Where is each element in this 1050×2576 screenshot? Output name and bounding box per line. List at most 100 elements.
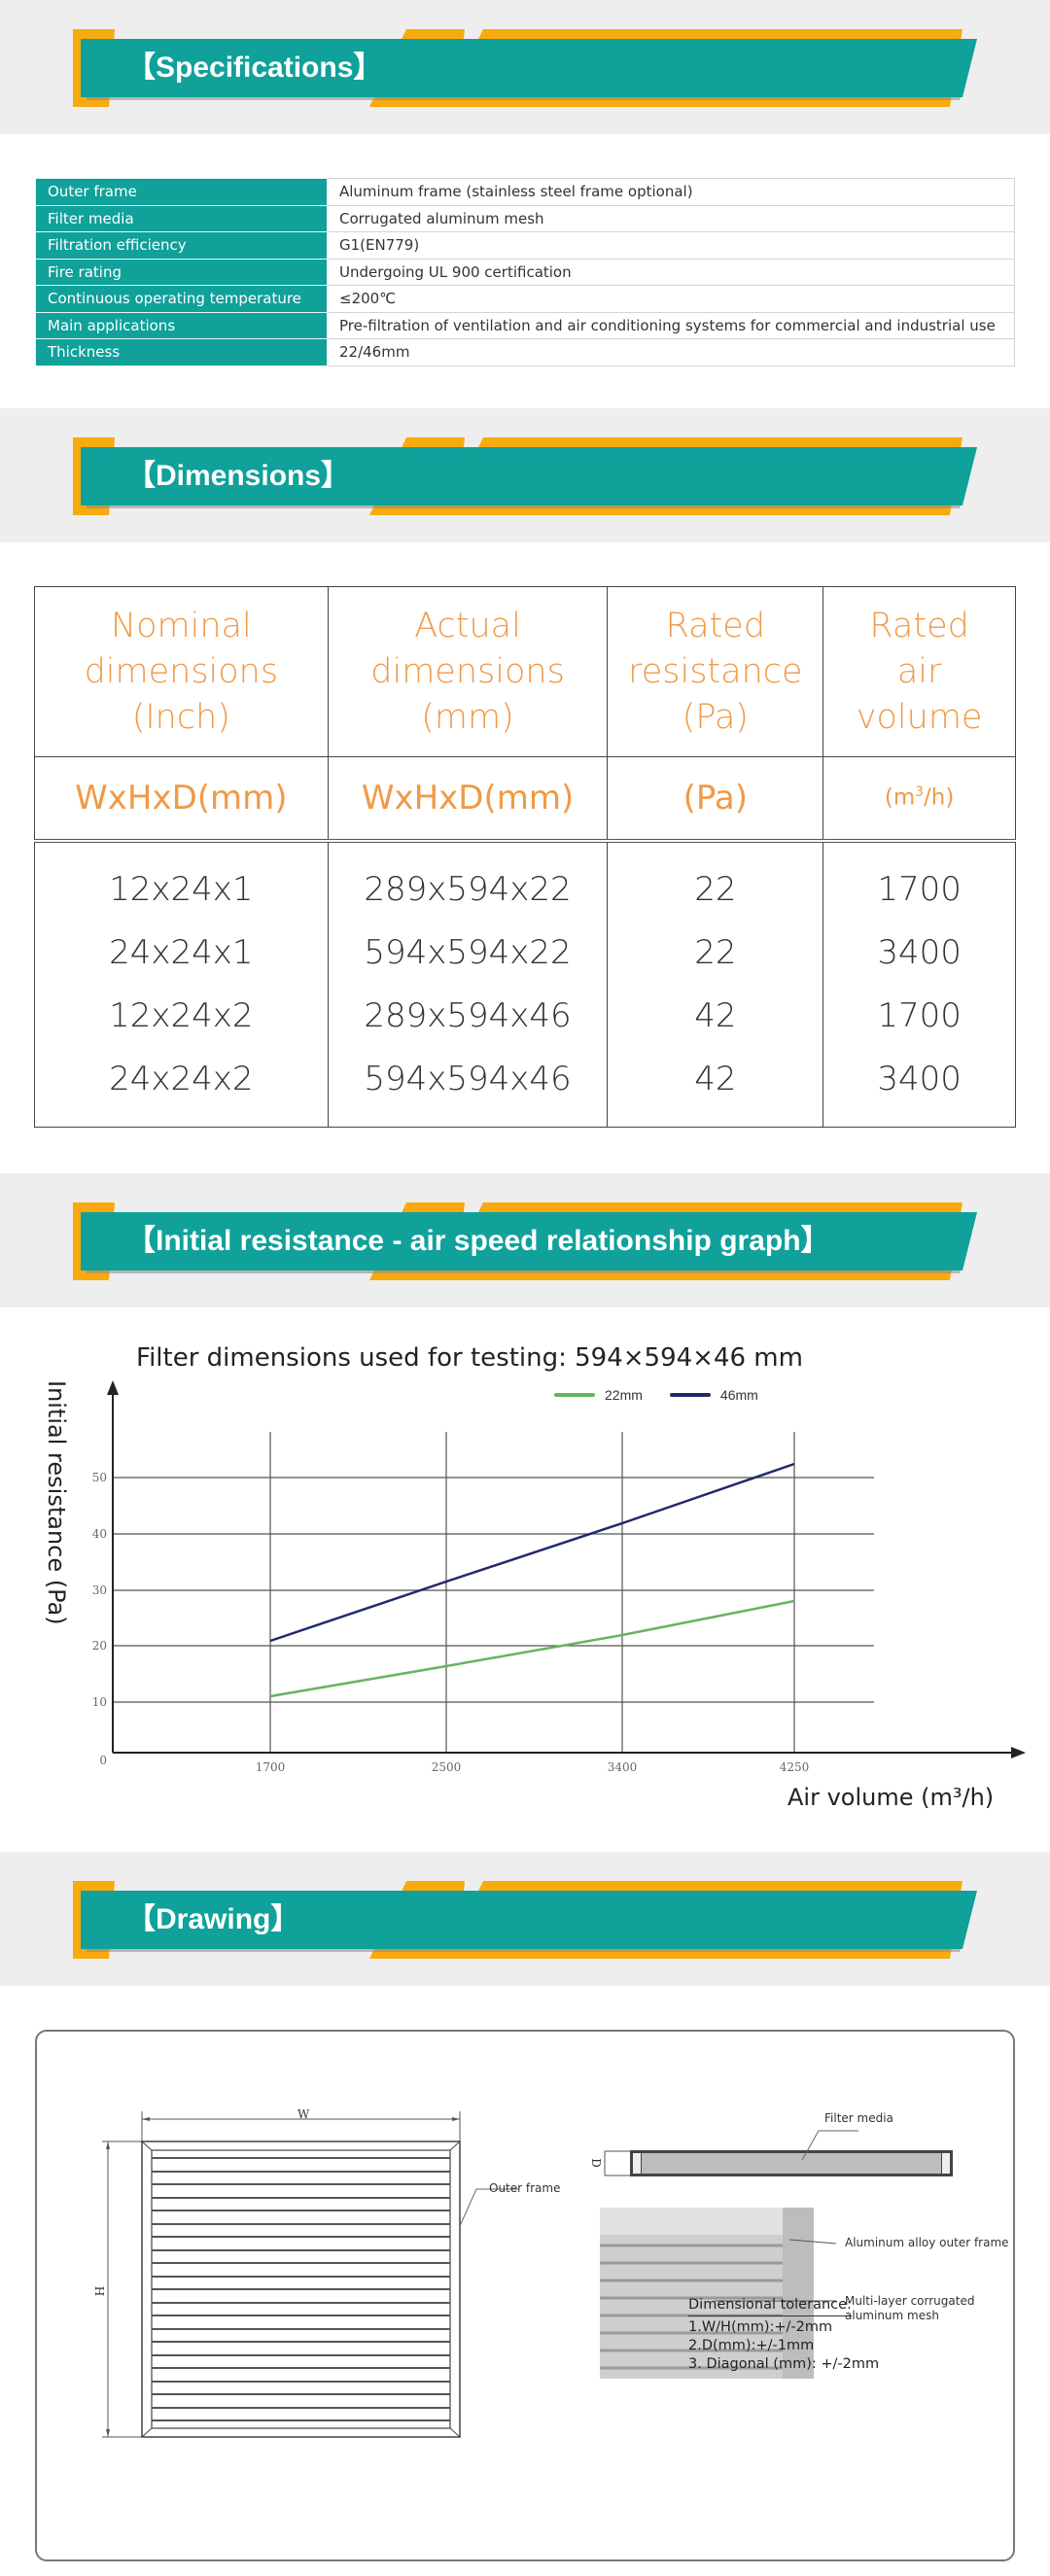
specifications-banner: 【Specifications】 (73, 29, 977, 107)
spec-value: Corrugated aluminum mesh (327, 204, 1015, 232)
dimensions-banner: 【Dimensions】 (73, 437, 977, 515)
table-row: Continuous operating temperature ≤200℃ (35, 285, 1015, 313)
table-cell: 42 (694, 1059, 737, 1098)
y-tick-40: 40 (92, 1527, 107, 1541)
tolerance-item: 2.D(mm):+/-1mm (688, 2338, 815, 2353)
spec-key: Thickness (35, 338, 328, 366)
y-tick-50: 50 (92, 1471, 107, 1484)
spec-value: ≤200℃ (327, 285, 1015, 313)
label-aluminum-alloy-frame: Aluminum alloy outer frame (845, 2236, 1009, 2249)
y-tick-20: 20 (92, 1639, 107, 1653)
table-cell: 1700 (877, 995, 962, 1035)
column-air-volume: 1700 3400 1700 3400 (822, 838, 1016, 1128)
table-cell: 594x594x46 (364, 1059, 572, 1098)
banner-ribbon-icon (73, 1881, 977, 1959)
spec-value: Aluminum frame (stainless steel frame op… (327, 178, 1015, 206)
table-cell: 3400 (877, 1059, 962, 1098)
table-cell: 12x24x2 (109, 995, 254, 1035)
unit-cell: (Pa) (607, 756, 824, 841)
dimension-label-d: D (588, 2158, 603, 2168)
banner-ribbon-icon (73, 29, 977, 107)
section-title: 【Initial resistance - air speed relation… (126, 1225, 830, 1257)
spec-value: G1(EN779) (327, 231, 1015, 260)
tolerance-heading: Dimensional tolerance: (688, 2296, 852, 2316)
table-cell: 22 (694, 932, 737, 972)
tolerance-item: 1.W/H(mm):+/-2mm (688, 2319, 833, 2335)
legend-swatch-icon (554, 1393, 595, 1397)
graph-banner-band: 【Initial resistance - air speed relation… (0, 1173, 1050, 1307)
column-header: Rated air volume (822, 586, 1016, 757)
table-cell: 289x594x46 (364, 995, 572, 1035)
chart-legend: 22mm 46mm (554, 1387, 776, 1403)
section-title: 【Drawing】 (126, 1903, 300, 1935)
spec-key: Outer frame (35, 178, 328, 206)
label-outer-frame: Outer frame (489, 2181, 561, 2195)
y-tick-30: 30 (92, 1584, 107, 1597)
x-axis-label: Air volume (m³/h) (788, 1784, 995, 1811)
banner-ribbon-icon (73, 437, 977, 515)
y-tick-10: 10 (92, 1695, 107, 1709)
dimensional-tolerance: Dimensional tolerance: 1.W/H(mm):+/-2mm … (688, 2296, 879, 2374)
table-cell: 3400 (877, 932, 962, 972)
table-cell: 594x594x22 (364, 932, 572, 972)
table-cell: 1700 (877, 869, 962, 909)
resistance-airflow-chart: Filter dimensions used for testing: 594×… (0, 1332, 1050, 1837)
x-tick-4250: 4250 (780, 1760, 810, 1774)
dimensions-banner-band: 【Dimensions】 (0, 408, 1050, 542)
label-mesh-line1: Multi-layer corrugated (845, 2294, 975, 2308)
tolerance-item: 3. Diagonal (mm): +/-2mm (688, 2356, 880, 2372)
spec-key: Filter media (35, 204, 328, 232)
table-cell: 42 (694, 995, 737, 1035)
dimensions-table: Nominal dimensions (Inch) Actual dimensions… (34, 586, 1016, 1128)
spec-key: Continuous operating temperature (35, 285, 328, 313)
specifications-table: Outer frame Aluminum frame (stainless ste… (35, 178, 1015, 366)
table-cell: 12x24x1 (109, 869, 254, 909)
table-cell: 22 (694, 869, 737, 909)
column-nominal: 12x24x1 24x24x1 12x24x2 24x24x2 (34, 838, 329, 1128)
chart-plot-area: 10 20 30 40 50 0 1700 2500 3400 4250 (92, 1380, 1026, 1774)
data-rows: 12x24x1 24x24x1 12x24x2 24x24x2 289x594x… (34, 838, 1016, 1128)
spec-value: Undergoing UL 900 certification (327, 258, 1015, 286)
table-row: Fire rating Undergoing UL 900 certificati… (35, 258, 1015, 286)
column-resistance: 22 22 42 42 (607, 838, 824, 1128)
spec-key: Fire rating (35, 258, 328, 286)
table-cell: 24x24x2 (109, 1059, 254, 1098)
unit-cell: (m3/h) (822, 756, 1016, 841)
unit-cell: WxHxD(mm) (327, 756, 609, 841)
x-tick-3400: 3400 (608, 1760, 638, 1774)
banner-ribbon-icon (73, 1202, 977, 1280)
table-row: Filtration efficiency G1(EN779) (35, 231, 1015, 260)
section-title: 【Specifications】 (126, 52, 383, 84)
drawing-banner: 【Drawing】 (73, 1881, 977, 1959)
drawing-banner-band: 【Drawing】 (0, 1852, 1050, 1986)
dimension-label-h: H (92, 2285, 107, 2297)
series-46mm-line (269, 1462, 795, 1643)
table-row: Main applications Pre-filtration of venti… (35, 311, 1015, 339)
graph-banner: 【Initial resistance - air speed relation… (73, 1202, 977, 1280)
label-mesh-line2: aluminum mesh (845, 2309, 939, 2322)
table-row: Outer frame Aluminum frame (stainless ste… (35, 178, 1015, 206)
spec-value: Pre-filtration of ventilation and air co… (327, 311, 1015, 339)
spec-key: Filtration efficiency (35, 231, 328, 260)
label-filter-media: Filter media (824, 2111, 893, 2125)
legend-item-22mm: 22mm (554, 1387, 643, 1403)
header-row: Nominal dimensions (Inch) Actual dimensions… (34, 586, 1016, 757)
table-cell: 289x594x22 (364, 869, 572, 909)
column-header: Rated resistance (Pa) (607, 586, 824, 757)
column-header: Actual dimensions (mm) (327, 586, 609, 757)
legend-swatch-icon (669, 1393, 711, 1397)
column-actual: 289x594x22 594x594x22 289x594x46 594x594… (327, 838, 609, 1128)
table-row: Thickness 22/46mm (35, 338, 1015, 366)
spec-key: Main applications (35, 311, 328, 339)
table-row: Filter media Corrugated aluminum mesh (35, 204, 1015, 232)
x-tick-2500: 2500 (432, 1760, 462, 1774)
section-title: 【Dimensions】 (126, 460, 351, 492)
specifications-banner-band: 【Specifications】 (0, 0, 1050, 134)
y-tick-0: 0 (99, 1754, 107, 1767)
column-header: Nominal dimensions (Inch) (34, 586, 329, 757)
dimension-label-w: W (298, 2107, 310, 2121)
unit-cell: WxHxD(mm) (34, 756, 329, 841)
chart-title: Filter dimensions used for testing: 594×… (136, 1343, 803, 1373)
series-22mm-line (269, 1599, 795, 1698)
table-cell: 24x24x1 (109, 932, 254, 972)
